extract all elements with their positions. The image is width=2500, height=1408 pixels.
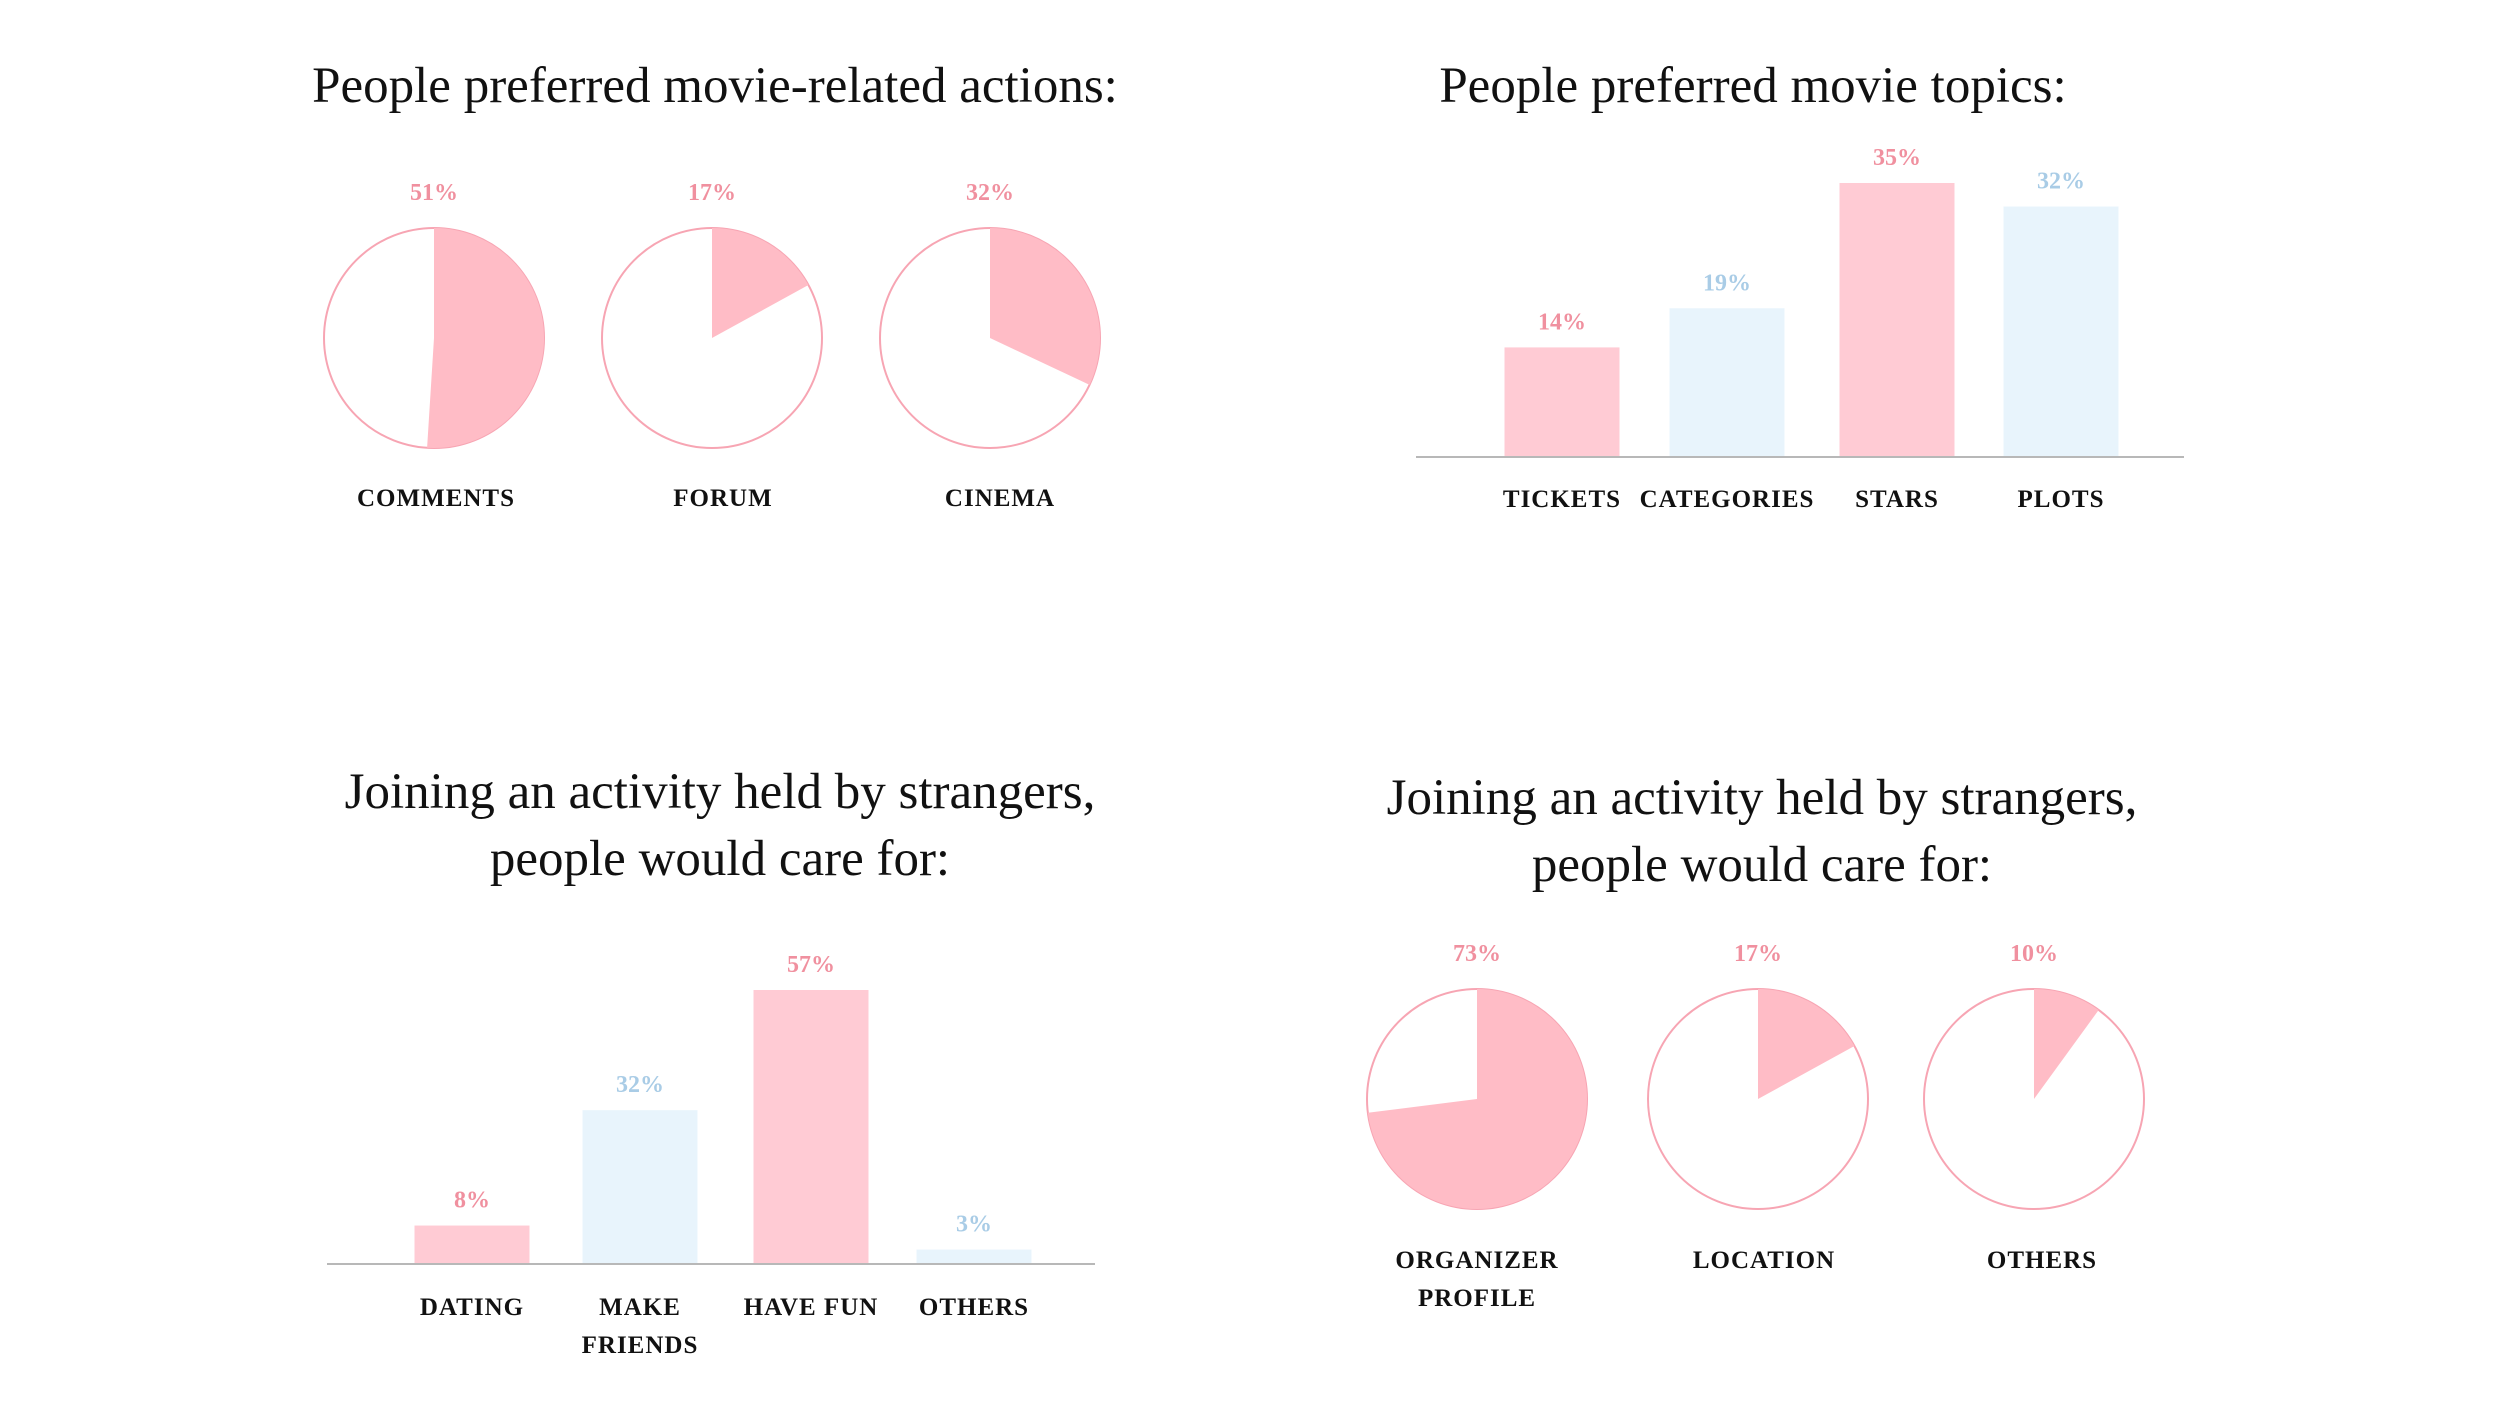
category-label: DATING — [420, 1294, 524, 1321]
panel-activity-care-bars: Joining an activity held by strangers, p… — [327, 764, 1095, 1359]
bar-1: 32% MAKE FRIENDS — [582, 1072, 699, 1359]
pie-value-label: 32% — [966, 180, 1014, 206]
bar — [753, 990, 869, 1264]
pie-value-label: 51% — [410, 180, 458, 206]
category-label: ORGANIZER — [1395, 1247, 1558, 1274]
bar-1: 19% CATEGORIES — [1640, 270, 1815, 513]
bar-value-label: 35% — [1873, 145, 1921, 171]
category-label: PLOTS — [2018, 486, 2105, 513]
bar-value-label: 32% — [2037, 168, 2085, 194]
bar-2: 35% STARS — [1839, 145, 1955, 513]
pie-0: 73% ORGANIZER PROFILE — [1366, 941, 1588, 1312]
pie-value-label: 73% — [1453, 941, 1501, 967]
chart-title-line: people would care for: — [490, 831, 950, 887]
bar — [2003, 206, 2119, 457]
pie-slice — [1758, 989, 1855, 1099]
bar — [916, 1249, 1032, 1264]
bar — [1504, 347, 1620, 457]
category-label: LOCATION — [1693, 1247, 1835, 1274]
bar — [582, 1110, 698, 1264]
category-label: CATEGORIES — [1640, 486, 1815, 513]
chart-title-line: people would care for: — [1532, 837, 1992, 893]
bar — [1669, 308, 1785, 457]
bar-value-label: 57% — [787, 952, 835, 978]
chart-title-line: Joining an activity held by strangers, — [345, 764, 1096, 820]
bar-3: 32% PLOTS — [2003, 168, 2119, 513]
chart-title: People preferred movie topics: — [1439, 58, 2066, 114]
bar-2: 57% HAVE FUN — [744, 952, 879, 1321]
panel-movie-actions: People preferred movie-related actions: … — [312, 58, 1118, 512]
category-label: OTHERS — [1987, 1247, 2097, 1274]
category-label: PROFILE — [1418, 1285, 1536, 1312]
category-label: STARS — [1855, 486, 1939, 513]
bar — [1839, 183, 1955, 457]
pie-2: 10% OTHERS — [1923, 941, 2145, 1274]
bar-0: 14% TICKETS — [1503, 309, 1621, 513]
pie-group: 51% COMMENTS 17% FORUM 32% CINEMA — [323, 180, 1101, 512]
category-label: FRIENDS — [582, 1332, 699, 1359]
bar-0: 8% DATING — [414, 1188, 530, 1321]
pie-slice — [712, 228, 809, 338]
bar-group: 14% TICKETS 19% CATEGORIES 35% STARS 32% PLOTS — [1416, 145, 2184, 513]
pie-value-label: 10% — [2010, 941, 2058, 967]
bar-value-label: 14% — [1538, 309, 1586, 335]
bar — [414, 1225, 530, 1264]
pie-value-label: 17% — [688, 180, 736, 206]
chart-title: People preferred movie-related actions: — [312, 58, 1118, 114]
bar-value-label: 3% — [956, 1212, 992, 1238]
category-label: COMMENTS — [357, 485, 515, 512]
pie-slice — [990, 228, 1101, 385]
pie-2: 32% CINEMA — [879, 180, 1101, 512]
bar-group: 8% DATING 32% MAKE FRIENDS 57% HAVE FUN 3% OTHER… — [327, 952, 1095, 1359]
category-label: FORUM — [673, 485, 772, 512]
pie-1: 17% FORUM — [601, 180, 823, 512]
bar-value-label: 19% — [1703, 270, 1751, 296]
pie-slice — [1367, 989, 1588, 1209]
category-label: TICKETS — [1503, 486, 1621, 513]
category-label: MAKE — [599, 1294, 681, 1321]
bar-value-label: 8% — [454, 1188, 490, 1214]
pie-slice — [427, 228, 545, 448]
bar-3: 3% OTHERS — [916, 1212, 1032, 1321]
panel-movie-topics: People preferred movie topics: 14% TICKET… — [1416, 58, 2184, 513]
panel-activity-care-pies: Joining an activity held by strangers, p… — [1366, 770, 2145, 1312]
pie-slice — [2034, 989, 2099, 1099]
pie-value-label: 17% — [1734, 941, 1782, 967]
pie-1: 17% LOCATION — [1647, 941, 1869, 1274]
pie-group: 73% ORGANIZER PROFILE 17% LOCATION 10% OTHERS — [1366, 941, 2145, 1312]
pie-0: 51% COMMENTS — [323, 180, 545, 512]
category-label: OTHERS — [919, 1294, 1029, 1321]
category-label: HAVE FUN — [744, 1294, 879, 1321]
category-label: CINEMA — [945, 485, 1055, 512]
chart-title-line: Joining an activity held by strangers, — [1387, 770, 2138, 826]
bar-value-label: 32% — [616, 1072, 664, 1098]
